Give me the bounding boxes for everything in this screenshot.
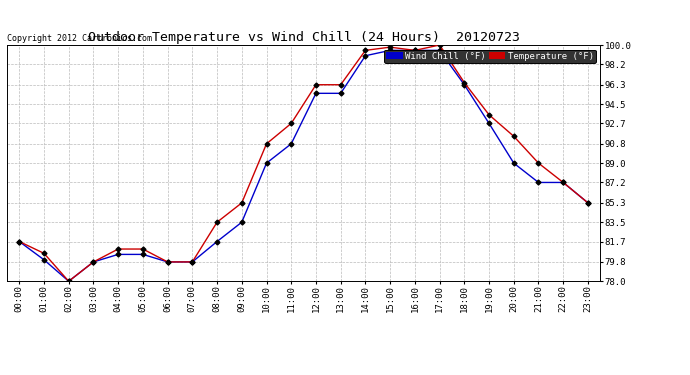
- Text: Copyright 2012 Cartronics.com: Copyright 2012 Cartronics.com: [7, 34, 152, 43]
- Legend: Wind Chill (°F), Temperature (°F): Wind Chill (°F), Temperature (°F): [384, 50, 595, 63]
- Title: Outdoor Temperature vs Wind Chill (24 Hours)  20120723: Outdoor Temperature vs Wind Chill (24 Ho…: [88, 31, 520, 44]
